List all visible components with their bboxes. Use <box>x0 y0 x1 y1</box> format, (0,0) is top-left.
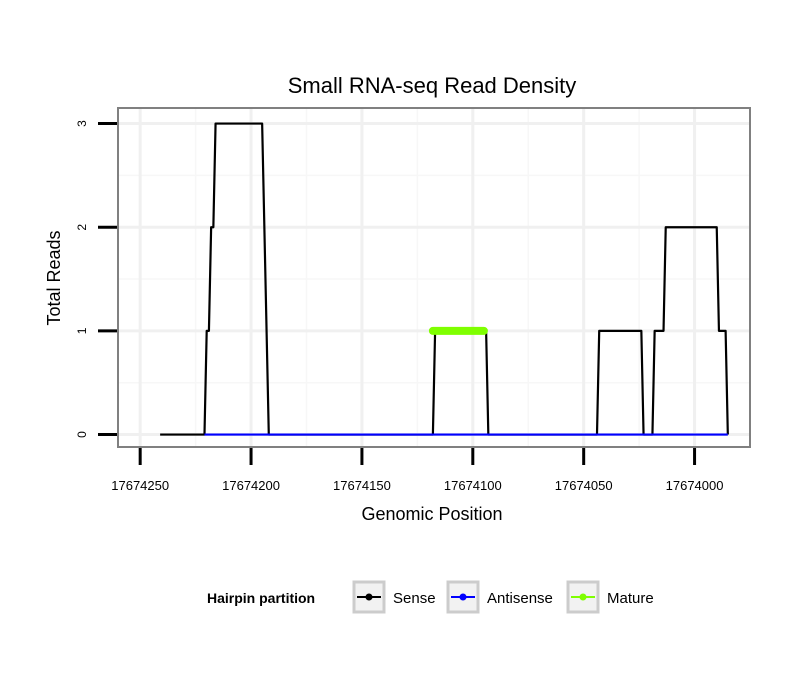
legend-label-sense: Sense <box>393 590 436 607</box>
legend: Hairpin partition Sense Antisense Mature <box>207 580 654 614</box>
legend-item-antisense: Antisense <box>446 580 553 614</box>
legend-label-mature: Mature <box>607 590 654 607</box>
plot-panel-border <box>117 107 751 448</box>
series-layer <box>160 122 729 436</box>
x-tick-label-1: 17674200 <box>222 478 280 493</box>
legend-title: Hairpin partition <box>207 590 315 606</box>
x-tick-label-2: 17674150 <box>333 478 391 493</box>
x-tick-label-3: 17674100 <box>444 478 502 493</box>
x-axis-ticks: 17674250 17674200 17674150 17674100 17674050… <box>111 448 723 493</box>
legend-label-antisense: Antisense <box>487 590 553 607</box>
y-axis-label: Total Reads <box>44 230 64 325</box>
x-tick-label-5: 17674000 <box>666 478 724 493</box>
y-axis-ticks: 0 1 2 3 <box>75 120 117 438</box>
y-tick-label-0: 0 <box>75 431 89 438</box>
y-tick-label-3: 3 <box>75 120 89 127</box>
x-axis-label: Genomic Position <box>361 504 502 524</box>
legend-item-sense: Sense <box>352 580 436 614</box>
y-tick-label-1: 1 <box>75 327 89 334</box>
legend-item-mature: Mature <box>566 580 654 614</box>
x-tick-label-0: 17674250 <box>111 478 169 493</box>
x-tick-label-4: 17674050 <box>555 478 613 493</box>
chart-title: Small RNA-seq Read Density <box>288 73 577 98</box>
y-tick-label-2: 2 <box>75 224 89 231</box>
